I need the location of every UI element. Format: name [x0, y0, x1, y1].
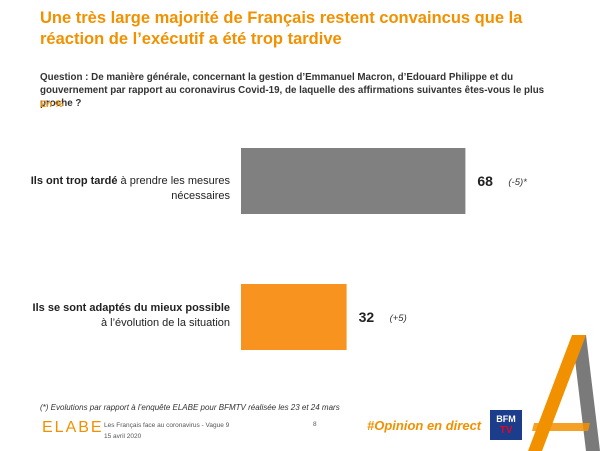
footer-line-1: Les Français face au coronavirus - Vague… [104, 422, 230, 429]
page-title: Une très large majorité de Français rest… [40, 9, 523, 48]
category-label-2-rest: à l’évolution de la situation [100, 317, 230, 329]
elabe-logo: ELABE [42, 419, 104, 436]
category-label-2-bold: Ils se sont adaptés du mieux possible [32, 302, 230, 314]
bfmtv-logo: BFM TV [490, 410, 522, 440]
value-label-1: 68 [477, 173, 493, 189]
page-number: 8 [313, 421, 317, 428]
footer-info: Les Français face au coronavirus - Vague… [104, 420, 229, 442]
footnote: (*) Evolutions par rapport à l’enquête E… [40, 403, 340, 412]
hashtag-opinion: #Opinion en direct [367, 418, 482, 433]
deco-gray-stroke [572, 335, 600, 451]
change-label-1: (-5)* [508, 177, 527, 188]
deco-orange-bar [532, 423, 590, 431]
bar-2 [241, 284, 347, 350]
category-label-1: Ils ont trop tardé à prendre les mesures… [30, 174, 230, 204]
change-label-2: (+5) [390, 313, 407, 324]
category-label-2: Ils se sont adaptés du mieux possible à … [30, 301, 230, 331]
elabe-a-decoration [528, 335, 600, 451]
category-label-1-bold: Ils ont trop tardé [30, 175, 118, 187]
category-label-1-rest: à prendre les mesures nécessaires [117, 175, 230, 202]
bar-1 [241, 148, 466, 214]
value-label-2: 32 [359, 309, 375, 325]
bfmtv-logo-line-2: TV [499, 425, 513, 436]
footer-line-2: 15 avril 2020 [104, 433, 142, 440]
survey-question: Question : De manière générale, concerna… [40, 72, 545, 109]
deco-orange-stroke [528, 335, 586, 451]
bfmtv-logo-line-1: BFM [496, 414, 516, 424]
unit-label: En % [40, 99, 64, 110]
